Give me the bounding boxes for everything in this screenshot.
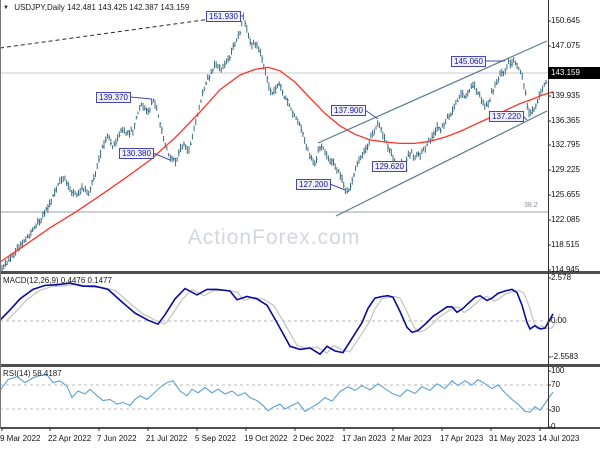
macd-panel[interactable] xyxy=(0,274,548,364)
macd-indicator-label: MACD(12,26,9) 0.4476 0.1477 xyxy=(3,276,112,285)
annotation-connector xyxy=(152,152,171,161)
channel-upper-line xyxy=(317,40,548,144)
annotation-connector xyxy=(329,183,346,191)
symbol-dropdown-icon[interactable]: ▼ xyxy=(3,4,9,11)
rsi-panel[interactable] xyxy=(0,367,548,427)
main-chart-panel[interactable] xyxy=(0,0,548,271)
trendline-dashed xyxy=(0,14,241,49)
panel-separator xyxy=(0,271,600,274)
rsi-indicator-label: RSI(14) 58.4187 xyxy=(3,369,62,378)
panel-separator xyxy=(0,427,600,429)
rsi-line xyxy=(0,374,554,413)
macd-signal-line xyxy=(6,283,561,355)
moving-average-line xyxy=(0,66,554,263)
candlestick-series xyxy=(1,12,548,272)
macd-line xyxy=(0,282,554,356)
ohlc-readout: 142.481 143.425 142.387 143.159 xyxy=(66,3,190,12)
current-price-tag: 143.159 xyxy=(548,67,600,79)
symbol-timeframe-label: USDJPY,Daily xyxy=(14,3,65,12)
chart-title-bar: ▼ USDJPY,Daily 142.481 143.425 142.387 1… xyxy=(3,3,189,12)
annotation-connector xyxy=(129,96,153,100)
panel-separator xyxy=(0,364,600,367)
annotation-connector xyxy=(364,109,379,120)
channel-lower-line xyxy=(335,110,548,217)
watermark: ActionForex.com xyxy=(187,226,361,249)
fib-382-label: 38.2 xyxy=(524,202,538,209)
